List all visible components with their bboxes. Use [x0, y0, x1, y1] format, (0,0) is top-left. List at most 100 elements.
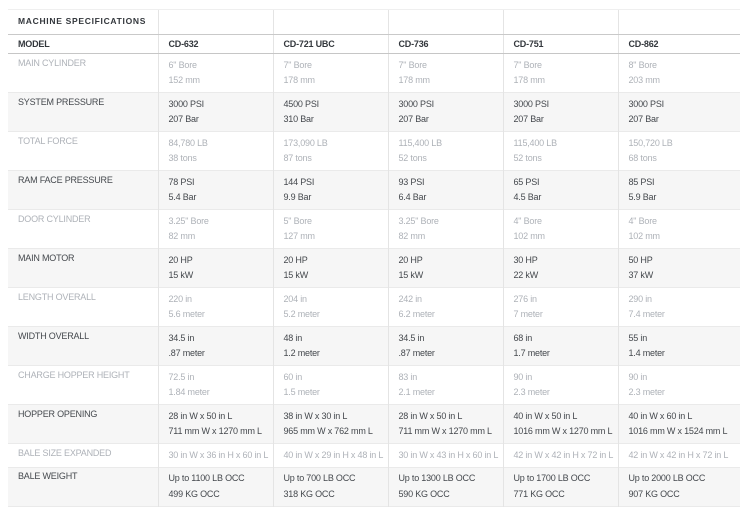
spec-cell: 84,780 LB 38 tons [157, 131, 273, 171]
value-line: 4500 PSI [283, 98, 320, 109]
value-line: Up to 700 LB OCC [283, 473, 356, 483]
spec-cell: 60 in 1.5 meter [272, 365, 388, 405]
spec-cell: 7" Bore 178 mm [502, 53, 618, 93]
spec-cell: Up to 1100 LB OCC 499 KG OCC [157, 466, 273, 506]
title-spacer-cell [272, 9, 388, 35]
spec-cell: 90 in 2.3 meter [502, 365, 618, 405]
spec-cell: 7" Bore 178 mm [387, 53, 503, 93]
spec-cell: 5" Bore 127 mm [272, 209, 388, 249]
value-line: 83 in [398, 371, 418, 382]
spec-cell: 72.5 in 1.84 meter [157, 365, 273, 405]
row-label: BALE SIZE EXPANDED [8, 443, 158, 467]
value-line: 127 mm [283, 231, 316, 241]
value-line: 207 Bar [628, 114, 659, 124]
value-line: 115,400 LB [513, 137, 558, 148]
value-line: 85 PSI [628, 176, 655, 187]
value-line: 204 in [283, 293, 308, 304]
value-line: 2.1 meter [398, 387, 435, 397]
value-line: 310 Bar [283, 114, 314, 124]
spec-cell: 220 in 5.6 meter [157, 287, 273, 327]
model-name: CD-721 UBC [272, 34, 388, 54]
value-line: 318 KG OCC [283, 488, 335, 499]
value-line: 34.5 in [168, 332, 195, 343]
value-line: 907 KG OCC [628, 488, 680, 499]
spec-cell: 144 PSI 9.9 Bar [272, 170, 388, 210]
row-label: BALE WEIGHT [8, 466, 158, 506]
spec-cell: Up to 2000 LB OCC 907 KG OCC [617, 466, 740, 506]
spec-cell: Up to 1700 LB OCC 771 KG OCC [502, 466, 618, 506]
row-label: HOPPER OPENING [8, 404, 158, 444]
value-line: Up to 2000 LB OCC [628, 473, 706, 483]
title-spacer-cell [387, 9, 503, 35]
value-line: 290 in [628, 293, 653, 304]
spec-cell: 85 PSI 5.9 Bar [617, 170, 740, 210]
spec-row: DOOR CYLINDER 3.25" Bore 82 mm 5" Bore 127 m… [8, 209, 740, 249]
spec-row: LENGTH OVERALL 220 in 5.6 meter 204 in 5.2 m… [8, 287, 740, 327]
value-line: 242 in [398, 293, 423, 304]
row-label: CHARGE HOPPER HEIGHT [8, 365, 158, 405]
spec-cell: 115,400 LB 52 tons [387, 131, 503, 171]
value-line: 220 in [168, 293, 193, 304]
spec-cell: Up to 700 LB OCC 318 KG OCC [272, 466, 388, 506]
value-line: 144 PSI [283, 176, 315, 187]
value-line: 150,720 LB [628, 137, 673, 148]
value-line: 1.84 meter [168, 387, 210, 397]
value-line: 7 meter [513, 309, 543, 319]
spec-cell: 78 PSI 5.4 Bar [157, 170, 273, 210]
spec-cell: 34.5 in .87 meter [387, 326, 503, 366]
machine-specifications-table: MACHINE SPECIFICATIONS MODEL CD-632 CD-7… [8, 9, 740, 507]
spec-cell: 40 in W x 29 in H x 48 in L [272, 443, 388, 467]
value-line: .87 meter [398, 348, 435, 358]
value-line: 7" Bore [513, 59, 543, 70]
value-line: 771 KG OCC [513, 488, 565, 499]
value-line: .87 meter [168, 348, 205, 358]
value-line: 30 in W x 43 in H x 60 in L [398, 449, 499, 460]
value-line: 3000 PSI [628, 98, 665, 109]
value-line: 87 tons [283, 153, 312, 163]
value-line: 90 in [513, 371, 533, 382]
value-line: 1016 mm W x 1270 mm L [513, 426, 613, 436]
spec-row: MAIN CYLINDER 6" Bore 152 mm 7" Bore 178 mm 7… [8, 53, 740, 93]
value-line: 50 HP [628, 254, 653, 265]
value-line: 5.6 meter [168, 309, 205, 319]
value-line: 9.9 Bar [283, 192, 312, 202]
spec-cell: 65 PSI 4.5 Bar [502, 170, 618, 210]
value-line: 65 PSI [513, 176, 540, 187]
value-line: 55 in [628, 332, 648, 343]
spec-cell: 30 in W x 36 in H x 60 in L [157, 443, 273, 467]
value-line: 40 in W x 60 in L [628, 410, 693, 421]
table-title: MACHINE SPECIFICATIONS [8, 9, 158, 35]
value-line: 152 mm [168, 75, 201, 85]
spec-cell: 20 HP 15 kW [272, 248, 388, 288]
spec-row: MAIN MOTOR 20 HP 15 kW 20 HP 15 kW 20 HP 15 kW… [8, 248, 740, 288]
value-line: 68 tons [628, 153, 657, 163]
spec-cell: 28 in W x 50 in L 711 mm W x 1270 mm L [157, 404, 273, 444]
title-spacer-cell [617, 9, 740, 35]
value-line: 711 mm W x 1270 mm L [168, 426, 263, 436]
spec-cell: 42 in W x 42 in H x 72 in L [502, 443, 618, 467]
value-line: 3000 PSI [398, 98, 435, 109]
value-line: 42 in W x 42 in H x 72 in L [628, 449, 729, 460]
spec-cell: 7" Bore 178 mm [272, 53, 388, 93]
row-label: RAM FACE PRESSURE [8, 170, 158, 210]
value-line: 1016 mm W x 1524 mm L [628, 426, 728, 436]
row-label: TOTAL FORCE [8, 131, 158, 171]
value-line: 15 kW [283, 270, 309, 280]
spec-cell: 3.25" Bore 82 mm [387, 209, 503, 249]
spec-cell: 40 in W x 50 in L 1016 mm W x 1270 mm L [502, 404, 618, 444]
row-label: MAIN MOTOR [8, 248, 158, 288]
title-spacer-cell [157, 9, 273, 35]
value-line: 8" Bore [628, 59, 658, 70]
value-line: 28 in W x 50 in L [398, 410, 463, 421]
spec-cell: 40 in W x 60 in L 1016 mm W x 1524 mm L [617, 404, 740, 444]
value-line: 1.4 meter [628, 348, 665, 358]
value-line: 82 mm [398, 231, 426, 241]
value-line: 3.25" Bore [398, 215, 439, 226]
value-line: Up to 1700 LB OCC [513, 473, 591, 483]
value-line: 6.2 meter [398, 309, 435, 319]
value-line: 90 in [628, 371, 648, 382]
value-line: 2.3 meter [628, 387, 665, 397]
spec-cell: 4" Bore 102 mm [617, 209, 740, 249]
value-line: 34.5 in [398, 332, 425, 343]
value-line: 30 in W x 36 in H x 60 in L [168, 449, 269, 460]
